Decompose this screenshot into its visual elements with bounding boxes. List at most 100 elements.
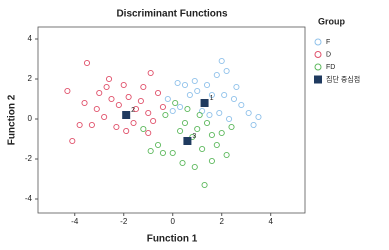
centroid-label: 2 — [131, 107, 135, 114]
data-point — [172, 99, 179, 107]
data-point — [181, 119, 189, 127]
data-point — [64, 87, 71, 95]
x-axis-label: Function 1 — [147, 234, 198, 245]
data-point — [208, 157, 215, 165]
y-tick-label: -2 — [25, 154, 33, 163]
data-point — [159, 103, 166, 111]
data-point — [203, 119, 211, 127]
data-point — [206, 111, 213, 119]
data-point — [208, 131, 215, 139]
legend-marker — [314, 63, 322, 71]
data-point — [154, 141, 162, 149]
data-point — [208, 91, 215, 99]
x-tick-label: 0 — [170, 217, 175, 226]
data-point — [194, 125, 201, 133]
legend-marker — [314, 38, 322, 46]
plot-frame — [37, 26, 306, 214]
data-point — [147, 69, 154, 77]
centroid-marker — [200, 99, 209, 107]
data-point — [181, 81, 189, 89]
data-point — [191, 163, 198, 171]
data-point — [69, 137, 76, 145]
data-point — [226, 115, 233, 123]
data-point — [169, 107, 176, 115]
data-point — [191, 77, 198, 85]
data-point — [230, 95, 238, 103]
data-point — [113, 123, 120, 131]
data-point — [162, 111, 169, 119]
y-tick-label: -4 — [25, 194, 33, 203]
data-point — [216, 109, 223, 117]
data-point — [130, 119, 137, 127]
data-point — [125, 93, 132, 101]
data-point — [194, 87, 201, 95]
centroid-label: 1 — [210, 95, 214, 102]
data-point — [140, 83, 147, 91]
data-point — [76, 121, 83, 129]
data-point — [174, 79, 181, 87]
data-point — [115, 101, 122, 109]
x-tick-label: -4 — [71, 217, 79, 226]
data-point — [159, 149, 166, 157]
data-point — [88, 121, 95, 129]
data-point — [81, 99, 88, 107]
data-point — [223, 151, 230, 159]
data-point — [179, 159, 186, 167]
y-tick-label: 0 — [28, 114, 33, 123]
data-point — [96, 89, 103, 97]
data-point — [147, 147, 154, 155]
legend-marker — [314, 75, 322, 84]
data-point — [154, 89, 162, 97]
data-point — [186, 91, 193, 99]
data-point — [213, 71, 220, 79]
x-tick-label: 2 — [219, 217, 224, 226]
data-point — [145, 109, 152, 117]
legend-label: 집단 중심점 — [326, 74, 360, 83]
data-point — [245, 109, 252, 117]
centroid-label: 3 — [192, 133, 196, 140]
data-point — [108, 95, 115, 103]
data-point — [123, 127, 130, 135]
legend-label: F — [326, 39, 330, 46]
data-point — [221, 91, 228, 99]
data-point — [233, 83, 240, 91]
data-point — [199, 145, 206, 153]
legend-label: FD — [326, 64, 335, 71]
data-point — [196, 111, 203, 119]
data-point — [223, 67, 230, 75]
data-point — [169, 149, 176, 157]
data-point — [203, 81, 211, 89]
centroid-marker — [122, 111, 131, 119]
data-point — [120, 81, 127, 89]
data-point — [184, 105, 191, 113]
y-tick-label: 4 — [28, 34, 33, 43]
legend-marker — [314, 51, 322, 58]
data-point — [164, 95, 171, 103]
data-point — [83, 59, 91, 67]
data-point — [145, 129, 152, 137]
centroid-marker — [183, 137, 192, 145]
data-point — [213, 141, 220, 149]
data-point — [255, 113, 262, 121]
data-point — [177, 127, 184, 135]
data-point — [132, 105, 140, 113]
legend-label: D — [326, 51, 331, 58]
data-point — [105, 75, 113, 83]
data-point — [103, 83, 110, 91]
chart-title: Discriminant Functions — [116, 9, 228, 20]
data-point — [238, 101, 245, 109]
data-point — [140, 125, 147, 133]
data-point — [93, 105, 100, 113]
y-tick-label: 2 — [28, 74, 33, 83]
legend-title: Group — [318, 16, 345, 26]
data-point — [250, 121, 257, 129]
data-point — [150, 117, 157, 125]
data-point — [201, 181, 208, 189]
y-axis-label: Function 2 — [7, 94, 18, 145]
data-point — [218, 57, 225, 65]
data-point — [137, 97, 144, 105]
data-point — [218, 129, 225, 137]
x-tick-label: 4 — [268, 217, 273, 226]
